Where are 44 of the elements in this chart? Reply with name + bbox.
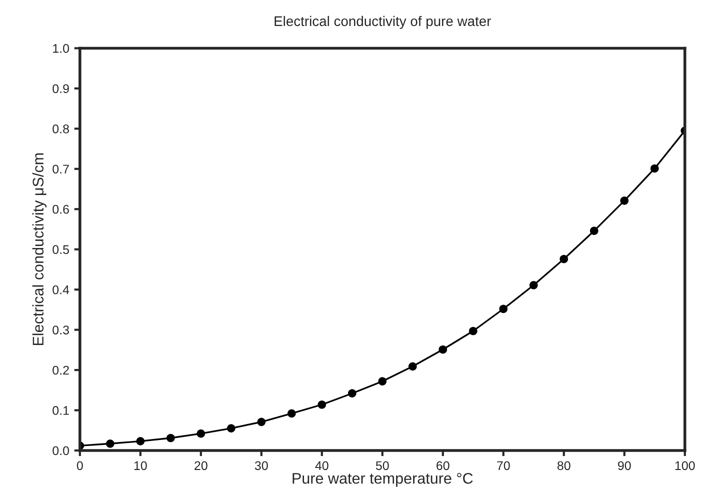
point	[106, 439, 114, 448]
point	[226, 424, 236, 433]
x-tick-label: 20	[194, 461, 208, 470]
x-tick-label: 0	[76, 461, 83, 470]
x-tick-label: 40	[315, 461, 328, 470]
point	[287, 409, 296, 418]
point	[529, 280, 538, 290]
chart-title: Electrical conductivity of pure water	[274, 16, 492, 29]
x-tick-label: 50	[376, 461, 389, 470]
y-tick-label: 0.3	[52, 326, 69, 334]
point	[468, 326, 478, 336]
point	[348, 389, 356, 398]
x-tick-label: 90	[618, 461, 631, 470]
y-axis-title: Electrical conductivity μS/cm	[32, 153, 47, 346]
x-axis-title: Pure water temperature °C	[292, 472, 473, 487]
point	[166, 434, 175, 442]
x-tick-label: 60	[436, 461, 450, 470]
y-tick-label: 0.8	[52, 124, 69, 134]
x-tick-label: 100	[675, 461, 695, 470]
point	[408, 362, 417, 371]
y-tick-label: 0.2	[52, 366, 69, 375]
point	[620, 196, 629, 205]
x-tick-label: 10	[134, 461, 147, 470]
y-tick-label: 0.9	[52, 84, 69, 94]
x-tick-label: 80	[557, 461, 570, 470]
y-tick-label: 0.1	[52, 406, 69, 415]
y-tick-label: 0.6	[52, 204, 69, 214]
x-tick-label: 30	[254, 461, 268, 470]
y-tick-label: 1.0	[53, 44, 70, 53]
point	[560, 254, 568, 264]
point	[590, 226, 598, 236]
point	[438, 345, 448, 354]
point	[378, 377, 387, 386]
x-tick-label: 70	[497, 461, 510, 470]
point	[196, 429, 206, 438]
point	[257, 418, 266, 426]
point	[136, 437, 145, 446]
point	[499, 304, 508, 314]
point	[650, 164, 659, 173]
y-tick-label: 0.5	[52, 245, 69, 254]
y-tick-label: 0.4	[52, 285, 70, 294]
y-tick-label: 0.0	[52, 446, 70, 456]
y-tick-label: 0.7	[52, 164, 69, 174]
point	[318, 400, 326, 409]
